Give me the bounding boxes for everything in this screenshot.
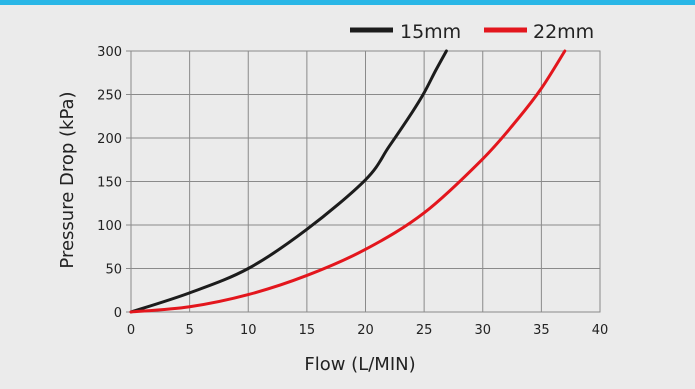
y-tick-label: 300 bbox=[97, 45, 122, 60]
y-axis-label: Pressure Drop (kPa) bbox=[57, 91, 78, 268]
x-tick-label: 0 bbox=[127, 323, 135, 338]
x-tick-label: 5 bbox=[185, 323, 193, 338]
x-tick-label: 15 bbox=[299, 323, 316, 338]
y-tick-label: 50 bbox=[105, 263, 122, 278]
grid-layer bbox=[126, 50, 601, 313]
y-tick-label: 0 bbox=[114, 306, 122, 321]
x-tick-label: 40 bbox=[592, 323, 609, 338]
x-tick-label: 25 bbox=[416, 323, 433, 338]
y-tick-label: 250 bbox=[97, 89, 122, 104]
x-tick-label: 35 bbox=[533, 323, 550, 338]
tick-layer: 0 5 10 15 20 25 30 35 40 0 50 100 150 200 250 300 bbox=[97, 45, 608, 338]
legend: 15mm 22mm bbox=[350, 21, 594, 43]
x-tick-label: 20 bbox=[357, 323, 374, 338]
x-tick-label: 30 bbox=[474, 323, 491, 338]
series-line-15mm bbox=[129, 49, 448, 314]
x-axis-label: Flow (L/MIN) bbox=[304, 354, 415, 375]
y-tick-label: 100 bbox=[97, 219, 122, 234]
legend-label-22mm: 22mm bbox=[533, 21, 594, 43]
y-tick-label: 150 bbox=[97, 176, 122, 191]
y-tick-label: 200 bbox=[97, 132, 122, 147]
top-accent-bar bbox=[0, 0, 695, 5]
series-layer bbox=[129, 49, 567, 314]
series-line-22mm bbox=[129, 49, 567, 314]
x-tick-label: 10 bbox=[240, 323, 257, 338]
legend-label-15mm: 15mm bbox=[400, 21, 461, 43]
